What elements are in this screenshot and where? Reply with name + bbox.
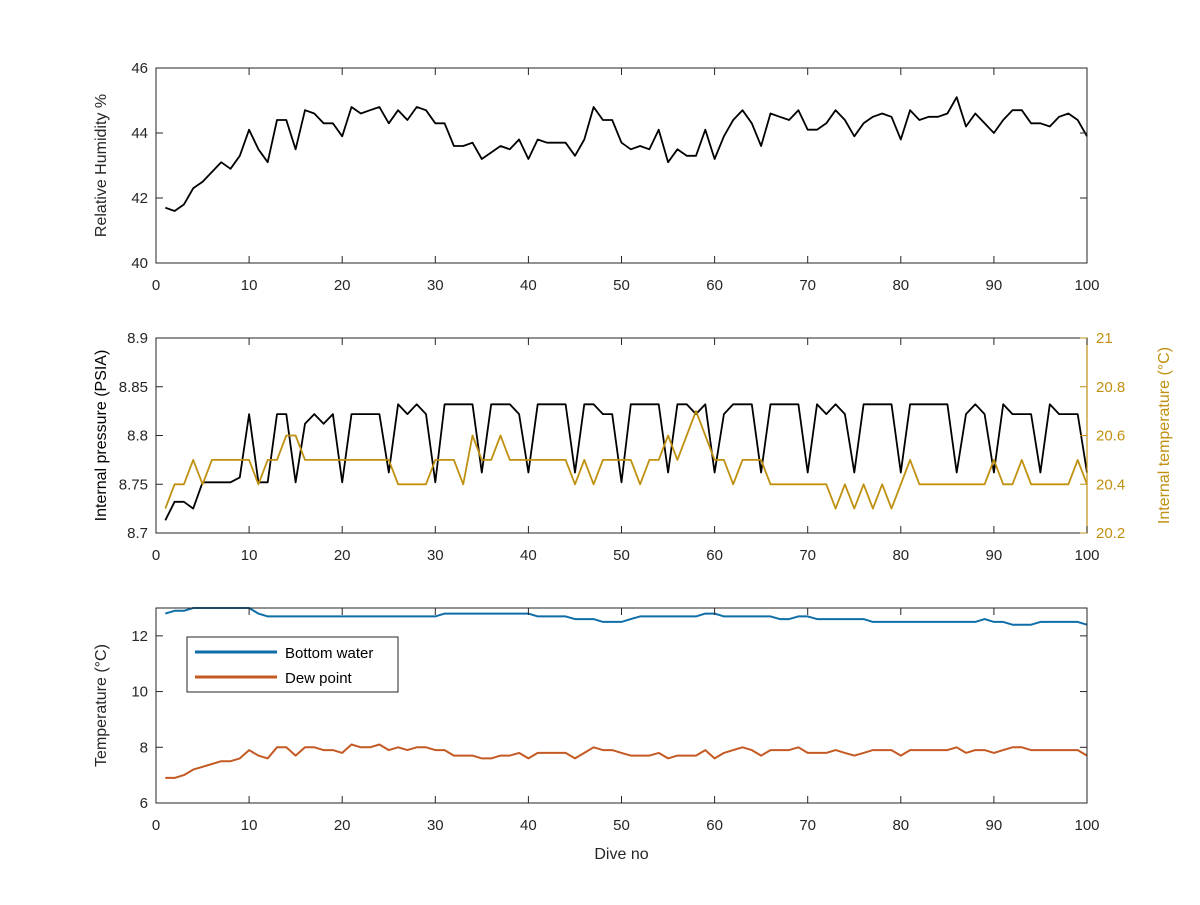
x-tick-label: 50 [613,817,630,834]
y-tick-label: 8.9 [127,330,148,347]
x-tick-label: 40 [520,817,537,834]
y-tick-label: 42 [131,190,148,207]
legend-label-bottom-water: Bottom water [285,645,373,662]
pressure-subplot: 0 10 20 30 40 50 60 70 80 90 100 8.7 8.75 8.8 8.85 8.9 2… [93,330,1173,564]
y-tick-label: 8 [140,739,148,756]
x-axis-label: Dive no [594,846,648,863]
x-tick-label: 50 [613,277,630,294]
y-tick-label: 6 [140,795,148,812]
x-tick-label: 60 [706,277,723,294]
x-tick-label: 40 [520,547,537,564]
x-tick-label: 90 [986,547,1003,564]
y2-tick-label: 20.2 [1096,525,1125,542]
y-tick-label: 40 [131,255,148,272]
x-tick-label: 0 [152,277,160,294]
y-tick-label: 8.8 [127,428,148,445]
y-tick-label: 8.75 [119,476,148,493]
y-tick-label: 12 [131,628,148,645]
y-tick-label: 8.7 [127,525,148,542]
legend: Bottom water Dew point [186,636,399,693]
x-tick-label: 100 [1074,277,1099,294]
x-tick-label: 80 [892,547,909,564]
pressure-y-axis-label: Internal pressure (PSIA) [93,350,110,522]
y-tick-label: 46 [131,60,148,77]
temperature-ticks: 0 10 20 30 40 50 60 70 80 90 100 6 8 10 12 [131,608,1100,834]
y-tick-label: 44 [131,125,148,142]
y2-tick-label: 20.8 [1096,379,1125,396]
x-tick-label: 10 [241,817,258,834]
x-tick-label: 20 [334,817,351,834]
x-tick-label: 80 [892,817,909,834]
x-tick-label: 40 [520,277,537,294]
y2-tick-label: 21 [1096,330,1113,347]
x-tick-label: 20 [334,277,351,294]
x-tick-label: 10 [241,277,258,294]
internal-temperature-y-axis-label: Internal temperature (°C) [1156,347,1173,524]
temperature-subplot: 0 10 20 30 40 50 60 70 80 90 100 6 8 10 12 Temperature… [93,607,1100,863]
series-line-primary [164,403,1088,521]
x-tick-label: 60 [706,547,723,564]
legend-label-dew-point: Dew point [285,670,353,687]
x-tick-label: 80 [892,277,909,294]
x-tick-label: 100 [1074,817,1099,834]
y2-tick-label: 20.6 [1096,428,1125,445]
x-tick-label: 70 [799,547,816,564]
x-tick-label: 90 [986,277,1003,294]
humidity-ticks: 0 10 20 30 40 50 60 70 80 90 100 40 42 44 46 [131,60,1099,294]
temperature-plot-lines [165,607,1088,779]
series-line-bottom-water [165,607,1088,626]
series-line-secondary [164,410,1088,510]
x-tick-label: 100 [1074,547,1099,564]
x-tick-label: 60 [706,817,723,834]
humidity-plot-lines [164,96,1088,212]
humidity-subplot: 0 10 20 30 40 50 60 70 80 90 100 40 42 44 46 Relative … [93,60,1100,294]
y-tick-label: 8.85 [119,379,148,396]
humidity-y-axis-label: Relative Humidity % [93,94,110,237]
x-tick-label: 70 [799,277,816,294]
x-tick-label: 50 [613,547,630,564]
x-tick-label: 20 [334,547,351,564]
pressure-ticks: 0 10 20 30 40 50 60 70 80 90 100 8.7 8.75 8.8 8.85 8.9 2… [119,330,1125,564]
y2-tick-label: 20.4 [1096,476,1125,493]
x-tick-label: 10 [241,547,258,564]
series-line-primary [164,96,1088,212]
x-tick-label: 70 [799,817,816,834]
x-tick-label: 0 [152,817,160,834]
x-tick-label: 90 [986,817,1003,834]
x-tick-label: 30 [427,277,444,294]
y-tick-label: 10 [131,684,148,701]
pressure-plot-lines [164,403,1088,521]
legend-box [186,636,399,693]
temperature-y-axis-label: Temperature (°C) [93,644,110,767]
x-tick-label: 0 [152,547,160,564]
x-tick-label: 30 [427,547,444,564]
series-line-dew-point [165,743,1088,779]
x-tick-label: 30 [427,817,444,834]
